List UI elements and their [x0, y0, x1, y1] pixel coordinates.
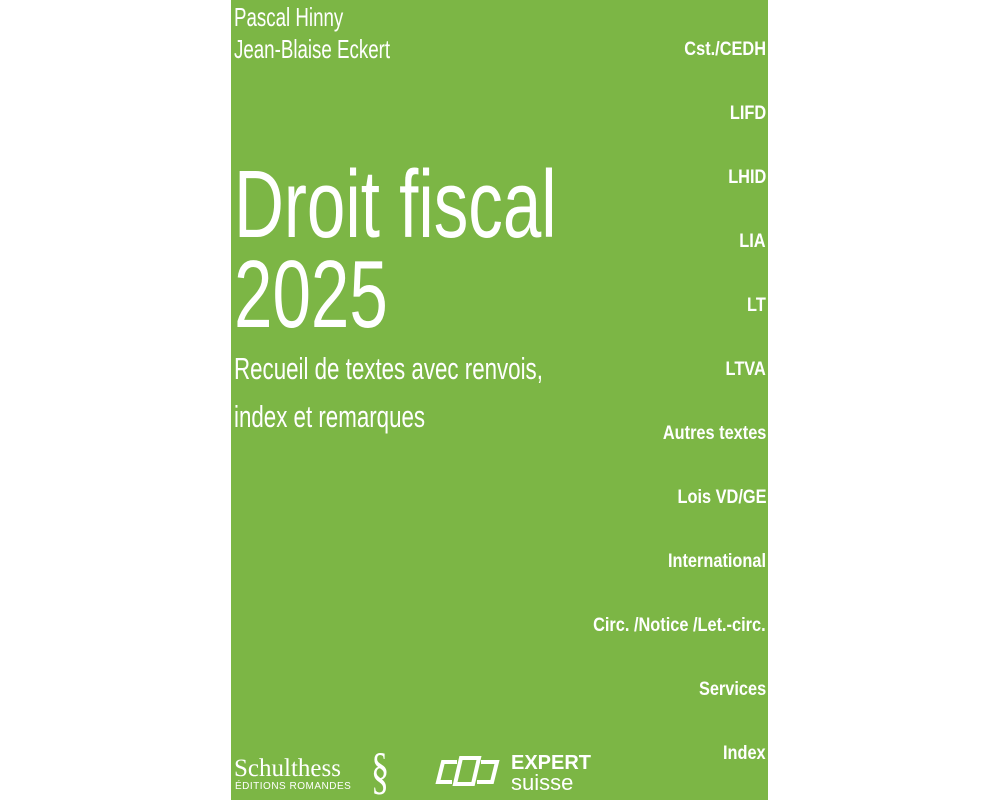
index-tab: LIA [739, 231, 766, 252]
index-tab: Lois VD/GE [677, 487, 766, 508]
expert-suisse-logo-icon [435, 756, 500, 786]
title-line: Droit fiscal [234, 151, 557, 258]
index-tab: LT [747, 295, 766, 316]
index-tab: Circ. /Notice /Let.-circ. [593, 615, 766, 636]
index-tab: Autres textes [662, 423, 766, 444]
author-name: Pascal Hinny [234, 2, 344, 32]
publisher-logo: Schulthess [234, 755, 341, 782]
title-line: 2025 [234, 241, 388, 348]
index-tab: LIFD [729, 103, 766, 124]
index-tab: Cst./CEDH [684, 39, 766, 60]
index-tab: LTVA [725, 359, 766, 380]
book-cover: Pascal Hinny Jean-Blaise Eckert Droit fi… [231, 0, 768, 800]
partner-line2: suisse [511, 770, 574, 795]
author-name: Jean-Blaise Eckert [234, 34, 391, 64]
index-tab: LHID [727, 167, 766, 188]
partner-line1: EXPERT [511, 752, 592, 774]
index-tab: International [667, 551, 766, 572]
subtitle-line: index et remarques [234, 399, 426, 434]
subtitle-line: Recueil de textes avec renvois, [234, 351, 543, 386]
publisher-subname: ÉDITIONS ROMANDES [235, 781, 352, 792]
index-tab: Index [723, 743, 766, 764]
index-tab: Services [698, 679, 766, 700]
section-symbol: § [371, 743, 390, 800]
